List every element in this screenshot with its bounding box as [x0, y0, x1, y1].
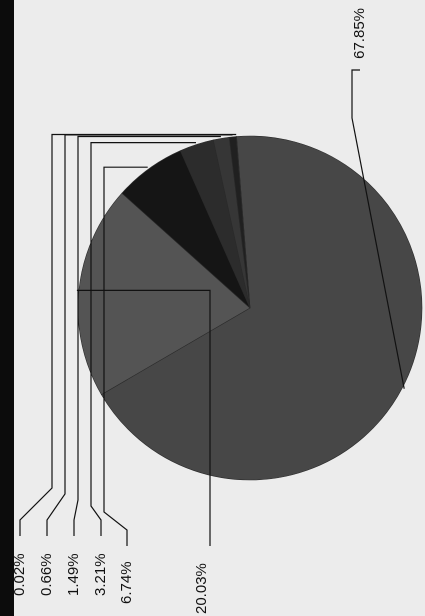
- pie-slice-6: [235, 136, 251, 309]
- leader-line-3: [90, 142, 196, 536]
- slice-label-5: 0.66%: [38, 553, 55, 596]
- slice-label-0: 67.85%: [351, 8, 368, 59]
- slice-label-4: 1.49%: [65, 553, 82, 596]
- left-dark-strip: [0, 0, 14, 616]
- slice-label-3: 3.21%: [92, 553, 109, 596]
- slice-label-6: 0.02%: [11, 553, 28, 596]
- pie-slice-0: [100, 135, 423, 481]
- slice-label-1: 20.03%: [193, 563, 210, 614]
- leader-line-4: [73, 135, 221, 536]
- leader-lines: [19, 69, 405, 546]
- slice-label-2: 6.74%: [118, 561, 135, 604]
- leader-line-0: [351, 69, 405, 389]
- percentage-labels: 67.85% 20.03% 6.74% 3.21% 1.49% 0.66% 0.02%: [11, 8, 368, 614]
- leader-line-2: [103, 166, 148, 546]
- leader-line-6: [19, 133, 237, 536]
- pie-slices: [77, 135, 423, 481]
- leader-line-1: [76, 289, 211, 546]
